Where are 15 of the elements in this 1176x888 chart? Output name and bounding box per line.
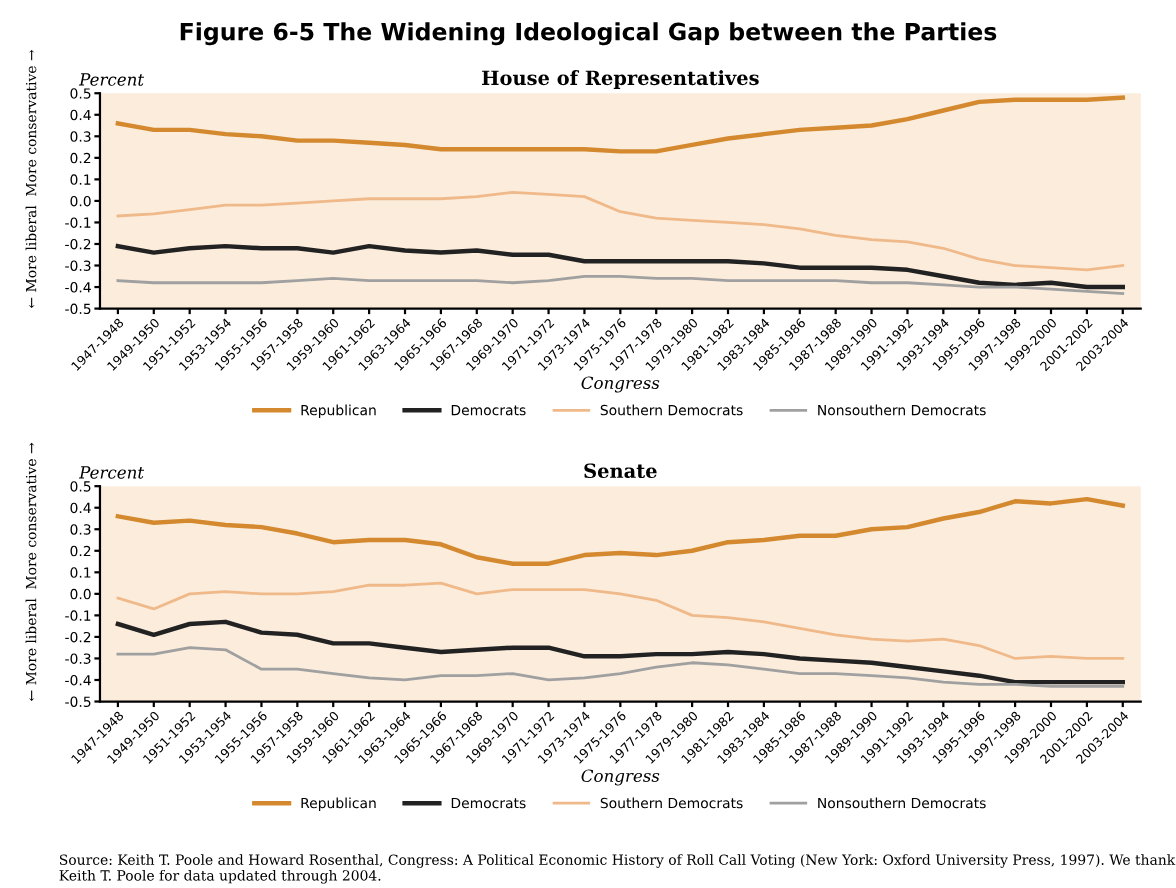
- line-series: [115, 619, 1125, 685]
- line-series: [116, 274, 1125, 295]
- x-axis-title: Congress: [581, 376, 660, 393]
- line-series: [116, 581, 1125, 660]
- y-axis-title: Percent: [78, 73, 145, 86]
- line-series: [115, 243, 1125, 290]
- chart-title: Figure 6-5 The Widening Ideological Gap between the Parties: [180, 22, 997, 46]
- line-series: [116, 190, 1125, 272]
- x-axis-title: Congress: [581, 769, 660, 786]
- line-series: [116, 646, 1125, 688]
- chart-subtitle: Senate: [584, 463, 657, 479]
- line-series: [115, 95, 1125, 154]
- y-axis-title: Percent: [78, 466, 145, 479]
- chart-subtitle: House of Representatives: [482, 70, 759, 89]
- line-series: [115, 496, 1125, 566]
